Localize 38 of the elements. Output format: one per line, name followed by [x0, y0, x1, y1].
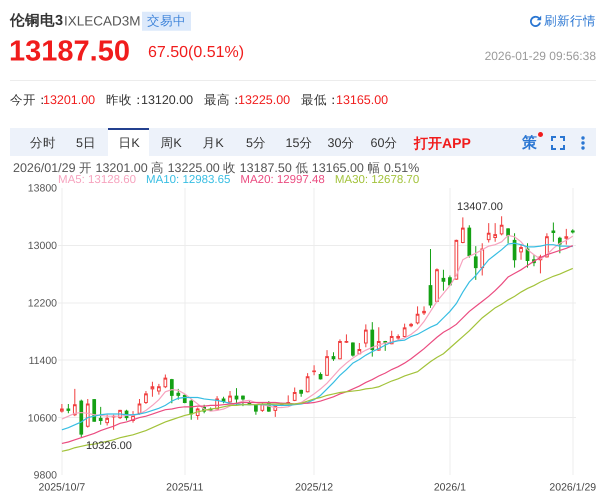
- text: 5分: [246, 136, 266, 150]
- text: 月K: [202, 136, 224, 150]
- annotation: 10326.00: [86, 440, 132, 452]
- text: MA20: 12997.48: [240, 174, 325, 186]
- text: MA5: 13128.60: [58, 174, 136, 186]
- text: 13201.00: [43, 92, 96, 107]
- text: 打开APP: [414, 135, 471, 151]
- x-tick-label: 2025/10/7: [38, 482, 86, 494]
- text: 30分: [328, 136, 354, 150]
- text: 5日: [76, 136, 96, 150]
- y-tick-label: 12200: [28, 297, 58, 310]
- text: 2026/01/29 开 13201.00 高 13225.00 收 13187.50 低 13165.00 幅 0.51%: [13, 160, 420, 175]
- annotation: 13407.00: [457, 201, 503, 213]
- y-tick-label: 9800: [34, 470, 58, 482]
- y-tick-label: 13800: [28, 182, 58, 195]
- x-tick-label: 2026/1: [434, 482, 466, 494]
- y-tick-label: 13000: [28, 240, 58, 252]
- text: 日K: [118, 136, 140, 150]
- x-tick-label: 2025/11: [166, 482, 204, 494]
- text: 分时: [30, 136, 56, 150]
- text: 13225.00: [238, 92, 290, 107]
- text: 15分: [286, 136, 312, 150]
- text: MA30: 12678.70: [334, 174, 420, 186]
- text: 13187.50: [9, 36, 130, 68]
- text: 刷新行情: [544, 14, 596, 28]
- chart-title: 伦铜电3: [10, 12, 64, 29]
- text: 2026-01-29 09:56:38: [484, 49, 596, 63]
- text: MA10: 12983.65: [146, 174, 230, 186]
- text: IXLECAD3M: [64, 13, 141, 28]
- x-tick-label: 2026/1/29: [549, 482, 596, 494]
- text: 策: [522, 134, 537, 152]
- x-tick-label: 2025/12: [295, 482, 334, 494]
- y-tick-label: 11400: [28, 354, 58, 367]
- text: 周K: [160, 136, 182, 150]
- y-tick-label: 10600: [28, 412, 58, 424]
- text: 60分: [370, 136, 398, 150]
- text: 交易中: [142, 12, 191, 30]
- text: 67.50(0.51%): [148, 44, 244, 61]
